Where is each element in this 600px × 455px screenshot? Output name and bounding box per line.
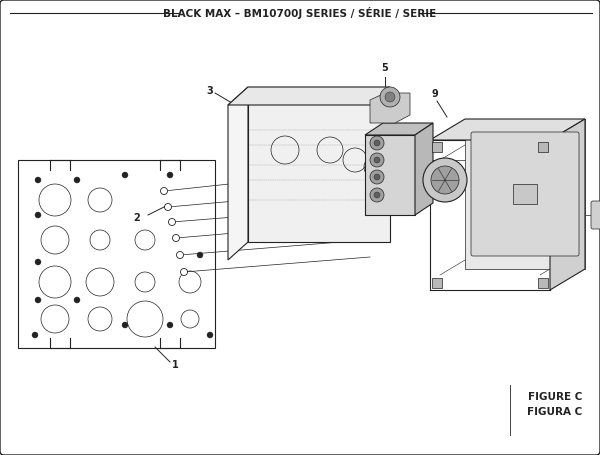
Circle shape [374, 192, 380, 198]
FancyBboxPatch shape [538, 142, 548, 152]
FancyBboxPatch shape [471, 132, 579, 256]
Text: 5: 5 [382, 63, 388, 73]
Circle shape [370, 170, 384, 184]
Text: FIGURA C: FIGURA C [527, 407, 583, 417]
Text: FIGURE C: FIGURE C [528, 392, 582, 402]
Text: 7: 7 [479, 175, 486, 185]
Circle shape [161, 187, 167, 194]
Circle shape [431, 166, 459, 194]
FancyBboxPatch shape [591, 201, 600, 229]
Text: 4: 4 [348, 192, 355, 202]
Text: 2: 2 [133, 213, 140, 223]
Circle shape [164, 203, 172, 211]
FancyBboxPatch shape [432, 142, 442, 152]
Text: 1: 1 [172, 360, 179, 370]
Text: 6: 6 [351, 223, 358, 233]
Circle shape [169, 218, 176, 226]
Circle shape [370, 188, 384, 202]
Circle shape [122, 172, 128, 178]
Polygon shape [228, 87, 248, 260]
Text: BLACK MAX – BM10700J SERIES / SÉRIE / SERIE: BLACK MAX – BM10700J SERIES / SÉRIE / SE… [163, 7, 437, 19]
Circle shape [370, 153, 384, 167]
FancyBboxPatch shape [513, 184, 537, 204]
Circle shape [32, 332, 38, 338]
Polygon shape [248, 87, 390, 242]
Circle shape [35, 212, 41, 218]
Circle shape [74, 177, 80, 183]
Polygon shape [430, 119, 585, 140]
Circle shape [380, 87, 400, 107]
Circle shape [370, 136, 384, 150]
Circle shape [35, 177, 41, 183]
Circle shape [181, 268, 187, 275]
Circle shape [374, 140, 380, 146]
Circle shape [374, 157, 380, 163]
Text: 5: 5 [346, 88, 353, 98]
Polygon shape [365, 123, 433, 135]
Circle shape [197, 252, 203, 258]
Polygon shape [228, 87, 390, 105]
FancyBboxPatch shape [432, 278, 442, 288]
FancyBboxPatch shape [465, 119, 585, 269]
Circle shape [207, 332, 213, 338]
Text: 9: 9 [431, 89, 439, 99]
Polygon shape [415, 123, 433, 215]
Circle shape [173, 234, 179, 242]
Circle shape [176, 252, 184, 258]
Circle shape [374, 174, 380, 180]
FancyBboxPatch shape [365, 135, 415, 215]
Circle shape [167, 322, 173, 328]
Circle shape [167, 172, 173, 178]
Circle shape [122, 322, 128, 328]
FancyBboxPatch shape [538, 278, 548, 288]
Polygon shape [370, 93, 410, 123]
Text: 3: 3 [206, 86, 213, 96]
Circle shape [35, 297, 41, 303]
Polygon shape [550, 119, 585, 290]
Circle shape [423, 158, 467, 202]
Circle shape [74, 297, 80, 303]
Circle shape [385, 92, 395, 102]
Circle shape [35, 259, 41, 265]
